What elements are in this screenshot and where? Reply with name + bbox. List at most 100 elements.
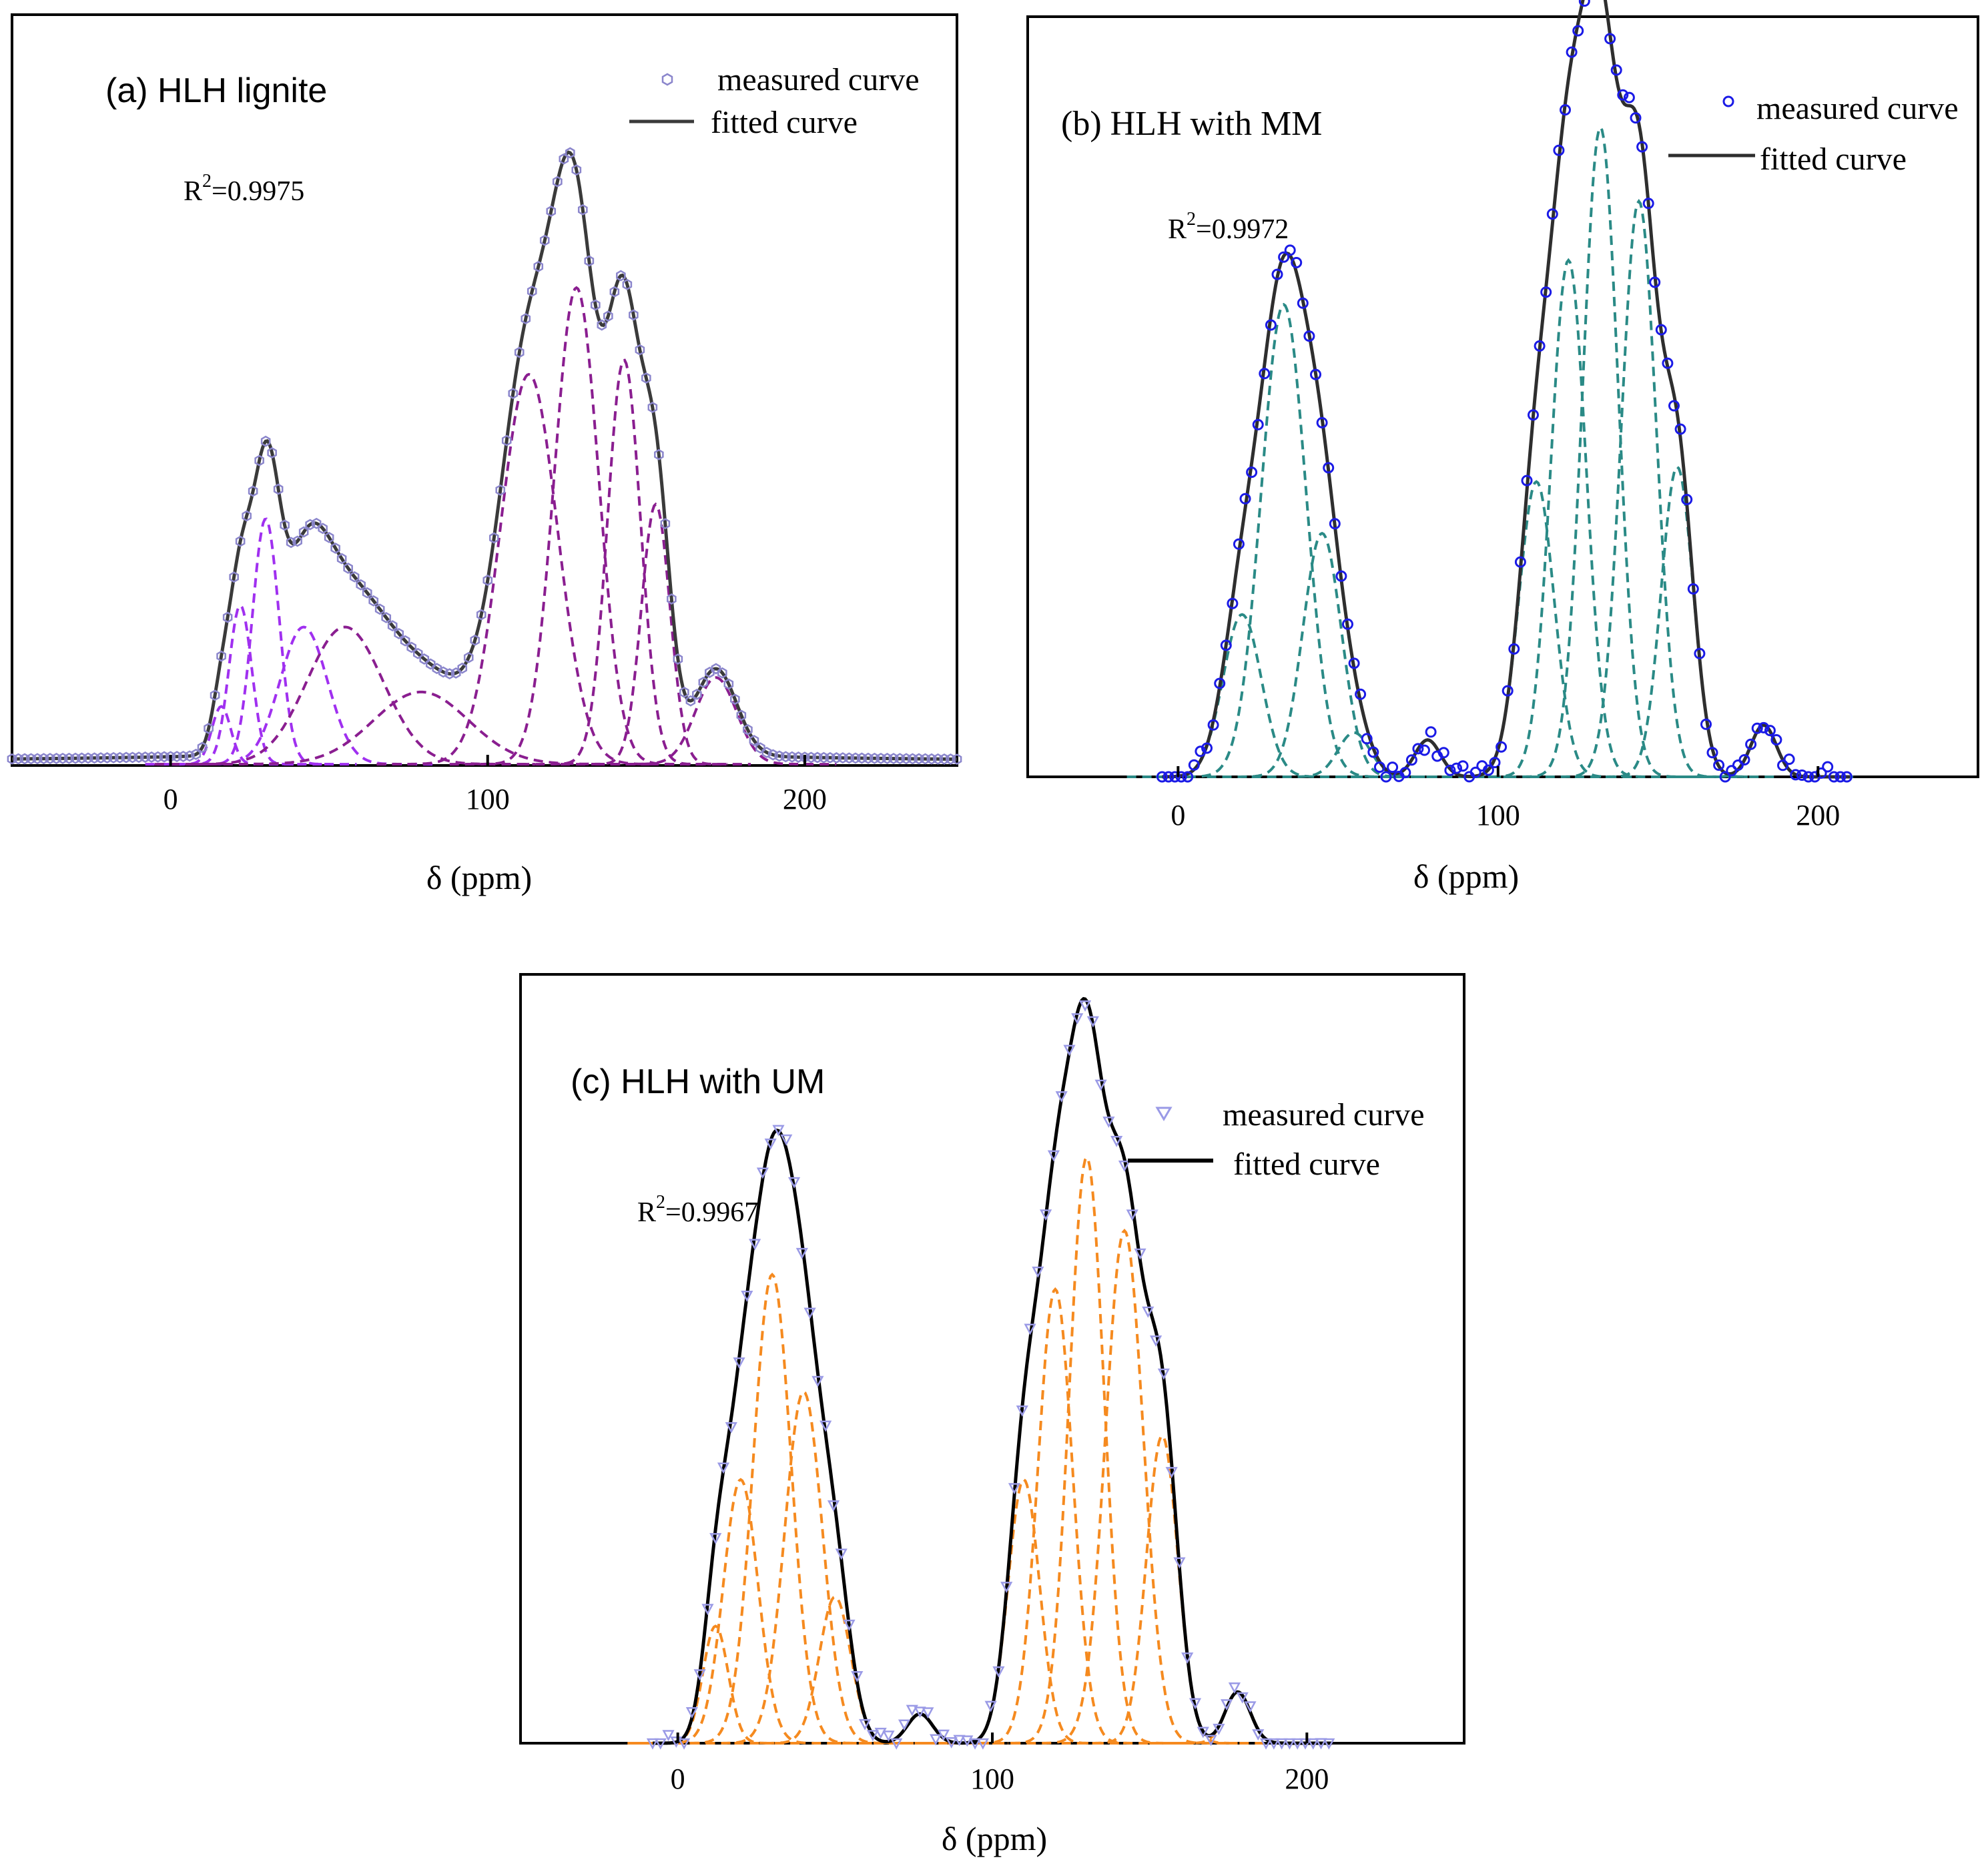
panel-a-measured-point-28 bbox=[184, 750, 195, 762]
panel-c-measured-point-86 bbox=[1323, 1738, 1335, 1750]
panel-c-measured-point-9 bbox=[717, 1462, 730, 1474]
panel-b-measured-point-61 bbox=[1546, 208, 1558, 220]
panel-c-measured-point-38 bbox=[945, 1737, 958, 1749]
panel-a-measured-point-148 bbox=[946, 753, 956, 765]
panel-b-measured-point-26 bbox=[1323, 462, 1335, 474]
panel-c-measured-point-21 bbox=[811, 1375, 824, 1387]
panel-a-measured-point-110 bbox=[705, 667, 715, 678]
panel-a-measured-point-104 bbox=[667, 593, 677, 605]
panel-c-title: (c) HLH with UM bbox=[571, 1062, 825, 1101]
panel-b-measured-point-64 bbox=[1566, 46, 1578, 58]
panel-b-measured-point-88 bbox=[1719, 771, 1731, 783]
panel-c-measured-point-4 bbox=[677, 1738, 691, 1750]
panel-c-component-11 bbox=[1149, 1690, 1326, 1745]
panel-c-measured-point-60 bbox=[1118, 1161, 1131, 1172]
panel-a-measured-point-94 bbox=[603, 310, 613, 322]
panel-c-component-1 bbox=[633, 1478, 848, 1745]
panel-a-measured-point-81 bbox=[521, 313, 531, 325]
panel-a-measured-point-91 bbox=[584, 255, 595, 267]
panel-b-measured-point-79 bbox=[1662, 357, 1674, 369]
panel-b-measured-point-8 bbox=[1207, 719, 1219, 731]
panel-b-component-5 bbox=[1427, 480, 1646, 778]
panel-a-measured-point-67 bbox=[432, 663, 442, 675]
panel-a-measured-point-108 bbox=[692, 688, 702, 700]
panel-c-legend-marker bbox=[1155, 1107, 1173, 1121]
panel-c-measured-point-49 bbox=[1032, 1266, 1044, 1278]
panel-a-measured-point-61 bbox=[394, 627, 404, 639]
panel-b-measured-point-7 bbox=[1201, 742, 1213, 754]
panel-b-measured-point-78 bbox=[1655, 324, 1667, 336]
panel-b-tick-label-2: 200 bbox=[1796, 799, 1840, 832]
panel-b-measured-point-54 bbox=[1502, 685, 1514, 697]
panel-a-measured-point-96 bbox=[616, 270, 626, 282]
panel-b-measured-point-95 bbox=[1764, 725, 1776, 737]
panel-c-measured-point-62 bbox=[1134, 1248, 1146, 1260]
panel-b-measured-point-75 bbox=[1636, 141, 1648, 153]
panel-b-measured-point-66 bbox=[1578, 0, 1590, 7]
panel-b-measured-point-96 bbox=[1770, 734, 1782, 745]
panel-c-measured-point-10 bbox=[725, 1422, 737, 1434]
panel-c-measured-point-53 bbox=[1063, 1044, 1076, 1056]
panel-b-measured-point-15 bbox=[1252, 418, 1264, 430]
panel-b-component-2 bbox=[1207, 531, 1437, 778]
panel-b-measured-point-107 bbox=[1841, 771, 1853, 783]
panel-a-measured-point-105 bbox=[673, 653, 683, 665]
panel-c-measured-point-55 bbox=[1078, 1000, 1092, 1012]
panel-b-measured-point-5 bbox=[1188, 759, 1200, 771]
panel-c: 0 100 200 (c) HLH with UM R2=0.9967 measur… bbox=[519, 973, 1465, 1857]
panel-a-measured-point-59 bbox=[381, 611, 392, 623]
panel-b-measured-point-74 bbox=[1630, 112, 1642, 124]
panel-a-measured-point-85 bbox=[546, 206, 557, 217]
panel-a-measured-point-54 bbox=[349, 571, 360, 583]
panel-a-measured-point-62 bbox=[400, 635, 410, 647]
panel-b-title: (b) HLH with MM bbox=[1061, 105, 1322, 143]
panel-a-measured-point-63 bbox=[406, 641, 417, 653]
panel-a-title: (a) HLH lignite bbox=[105, 71, 327, 110]
panel-c-measured-point-79 bbox=[1267, 1738, 1280, 1750]
panel-c-measured-point-0 bbox=[646, 1738, 659, 1750]
panel-c-measured-point-77 bbox=[1252, 1729, 1265, 1741]
panel-c-measured-point-51 bbox=[1047, 1150, 1060, 1162]
panel-c-component-0 bbox=[627, 1624, 804, 1745]
panel-b-legend-measured: measured curve bbox=[1756, 91, 1959, 126]
panel-a-measured-point-98 bbox=[629, 309, 639, 321]
panel-a-measured-point-58 bbox=[374, 603, 385, 615]
panel-a-measured-point-6 bbox=[45, 753, 55, 765]
panel-b-measured-point-1 bbox=[1163, 771, 1175, 783]
panel-c-tick-label-2: 200 bbox=[1285, 1763, 1329, 1795]
panel-a-measured-point-24 bbox=[159, 751, 170, 763]
panel-c-measured-point-28 bbox=[866, 1730, 879, 1742]
panel-c-measured-point-73 bbox=[1221, 1699, 1233, 1710]
panel-a-measured-point-65 bbox=[419, 653, 430, 665]
panel-b-measured-point-51 bbox=[1482, 764, 1494, 776]
panel-b-measured-point-59 bbox=[1534, 340, 1546, 352]
panel-a-r2-label: R bbox=[184, 176, 202, 207]
panel-a-measured-point-84 bbox=[539, 234, 550, 246]
panel-b-measured-point-73 bbox=[1623, 91, 1635, 103]
panel-a-measured-point-101 bbox=[647, 401, 658, 413]
panel-b-measured-point-72 bbox=[1617, 89, 1629, 101]
panel-b-measured-point-82 bbox=[1681, 494, 1693, 505]
panel-a-measured-point-44 bbox=[286, 537, 296, 549]
panel-c-measured-point-48 bbox=[1024, 1323, 1036, 1335]
panel-b-measured-point-84 bbox=[1694, 647, 1706, 659]
panel-a-measured-point-95 bbox=[609, 286, 620, 298]
panel-a-measured-point-40 bbox=[260, 435, 271, 447]
panel-a-measured-point-42 bbox=[273, 483, 284, 495]
panel-c-measured-point-6 bbox=[693, 1669, 706, 1681]
panel-b-measured-point-93 bbox=[1751, 722, 1763, 734]
panel-b-tick-label-1: 100 bbox=[1476, 799, 1520, 832]
panel-b-measured-point-46 bbox=[1451, 762, 1462, 774]
panel-a-measured-point-71 bbox=[457, 662, 468, 674]
panel-a-measured-point-77 bbox=[495, 484, 506, 496]
panel-b-measured-point-3 bbox=[1175, 771, 1187, 783]
panel-c-measured-point-68 bbox=[1181, 1652, 1194, 1664]
panel-b-measured-point-22 bbox=[1297, 297, 1309, 309]
panel-a-measured-point-23 bbox=[153, 751, 163, 763]
panel-b-measured-point-29 bbox=[1342, 618, 1353, 630]
panel-b-measured-point-76 bbox=[1642, 198, 1654, 210]
panel-a-measured-point-146 bbox=[933, 753, 943, 765]
panel-b-measured-point-83 bbox=[1687, 583, 1699, 595]
panel-c-measured-point-32 bbox=[898, 1719, 911, 1731]
panel-a-measured-point-53 bbox=[343, 562, 353, 574]
